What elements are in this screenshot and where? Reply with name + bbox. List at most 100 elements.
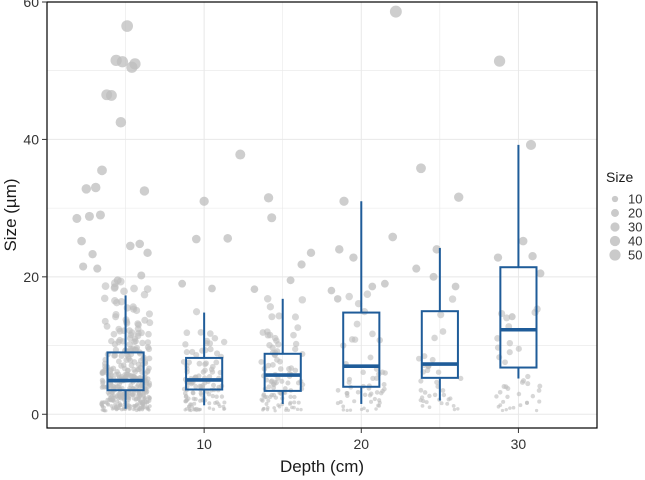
data-point	[102, 363, 108, 370]
data-point	[388, 232, 398, 242]
data-point	[203, 337, 211, 345]
data-point	[126, 334, 134, 342]
box-plots	[106, 144, 538, 409]
data-point	[199, 196, 209, 206]
data-point	[128, 404, 133, 409]
box-depth-15	[263, 298, 302, 404]
data-point	[353, 320, 361, 328]
data-point	[108, 366, 114, 373]
data-point	[137, 407, 141, 411]
data-point	[263, 193, 274, 203]
data-point	[273, 409, 277, 413]
data-point	[265, 405, 270, 410]
data-point	[279, 378, 285, 384]
data-point	[419, 395, 425, 400]
data-point	[197, 329, 205, 336]
data-point	[291, 313, 299, 321]
data-point	[115, 358, 122, 365]
data-point	[207, 401, 212, 406]
data-point	[214, 394, 219, 399]
data-point	[333, 295, 342, 303]
data-point	[370, 375, 376, 381]
data-point	[268, 313, 276, 321]
data-point	[108, 337, 115, 345]
data-point	[196, 360, 203, 367]
data-point	[104, 409, 108, 413]
data-point	[144, 344, 152, 351]
data-point	[147, 404, 152, 409]
data-point	[101, 282, 110, 290]
data-point	[99, 384, 105, 390]
data-point	[518, 403, 523, 408]
data-point	[210, 393, 216, 399]
data-point	[297, 260, 306, 269]
data-point	[327, 286, 336, 295]
data-point	[500, 408, 505, 413]
data-point	[209, 369, 216, 375]
data-point	[352, 399, 357, 404]
data-point	[141, 392, 146, 397]
data-point	[275, 375, 281, 381]
data-point	[101, 408, 105, 412]
data-point	[272, 406, 276, 410]
data-point	[219, 394, 225, 399]
data-point	[131, 392, 136, 398]
data-point	[290, 331, 297, 339]
data-point	[132, 407, 136, 412]
data-point	[126, 61, 138, 73]
data-point	[100, 294, 109, 303]
data-point	[183, 349, 190, 356]
data-point	[189, 408, 193, 413]
data-point	[505, 394, 510, 399]
legend-key	[611, 195, 619, 203]
data-point	[145, 330, 152, 338]
data-point	[183, 399, 188, 404]
data-point	[346, 379, 352, 385]
data-point	[126, 341, 133, 348]
data-point	[128, 362, 135, 369]
data-point	[259, 397, 264, 402]
data-point	[202, 367, 208, 374]
data-point	[197, 408, 201, 412]
data-point	[416, 355, 422, 362]
data-point	[115, 338, 122, 346]
data-point	[431, 334, 438, 342]
data-point	[286, 366, 292, 372]
data-point	[536, 269, 545, 278]
data-point	[493, 55, 506, 67]
data-point	[452, 407, 457, 412]
plot-frame	[46, 1, 598, 429]
data-point	[121, 20, 134, 32]
data-point	[345, 393, 350, 399]
data-point	[111, 296, 119, 305]
data-point	[277, 366, 284, 372]
data-point	[111, 398, 116, 403]
data-point	[367, 393, 373, 398]
data-point	[192, 308, 201, 316]
data-point	[261, 408, 265, 412]
data-point	[125, 400, 130, 405]
data-point	[220, 338, 228, 346]
legend-key	[609, 235, 621, 247]
data-point	[100, 370, 106, 376]
data-point	[504, 407, 508, 412]
data-point	[184, 407, 189, 411]
axis-ticks: 10 20 30 0 20 40 60	[23, 0, 526, 452]
data-point	[113, 405, 118, 410]
data-point	[506, 339, 514, 347]
data-point	[258, 358, 265, 365]
data-point	[439, 401, 444, 406]
box-iqr	[342, 311, 381, 388]
data-point	[118, 402, 123, 407]
data-point	[191, 234, 201, 244]
data-point	[284, 408, 288, 412]
data-point	[146, 383, 152, 389]
data-point	[222, 400, 227, 405]
data-point	[440, 388, 446, 393]
data-point	[118, 353, 125, 360]
data-point	[88, 249, 97, 259]
data-point	[126, 241, 135, 251]
data-point	[421, 353, 428, 360]
data-point	[206, 373, 213, 380]
